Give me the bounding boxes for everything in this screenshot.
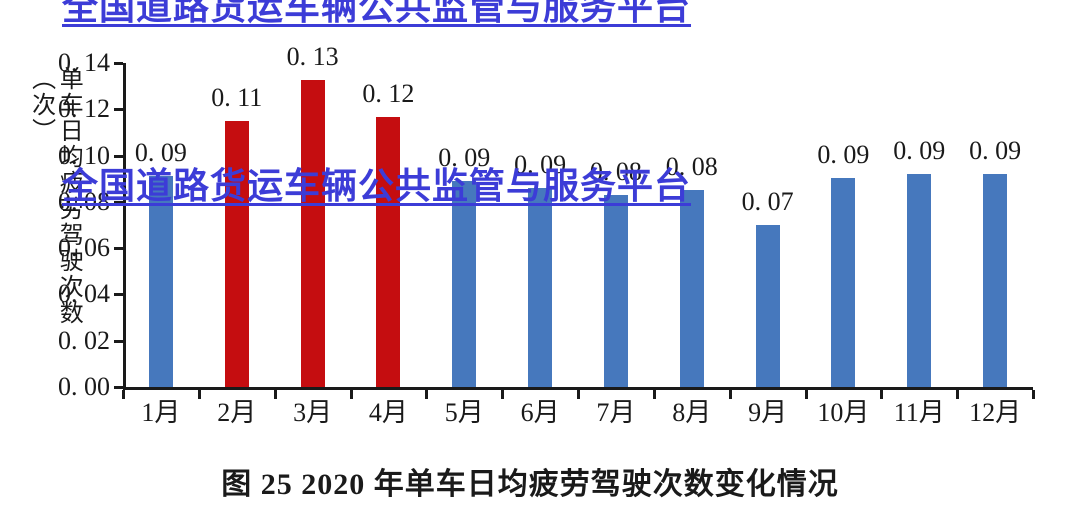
x-axis-label: 4月 xyxy=(368,398,408,427)
y-tick-mark xyxy=(114,247,123,251)
x-axis-label: 3月 xyxy=(293,398,333,427)
bar-5月 xyxy=(452,181,477,387)
y-tick-mark xyxy=(114,154,123,158)
x-tick-mark xyxy=(197,390,201,399)
x-tick-mark xyxy=(273,390,277,399)
y-tick-mark xyxy=(114,339,123,343)
x-tick-mark xyxy=(652,390,656,399)
y-tick-label: 0. 14 xyxy=(58,48,110,77)
x-axis-label: 10月 xyxy=(817,398,870,427)
x-axis-label: 9月 xyxy=(748,398,788,427)
x-axis-label: 7月 xyxy=(596,398,636,427)
x-tick-mark xyxy=(956,390,960,399)
y-tick-label: 0. 02 xyxy=(58,325,110,355)
bar-4月 xyxy=(376,117,401,387)
bar-value-label: 0. 08 xyxy=(589,156,642,186)
y-tick-label: 0. 12 xyxy=(58,94,110,124)
x-tick-mark xyxy=(425,390,429,399)
bar-value-label: 0. 09 xyxy=(893,136,946,166)
bar-3月 xyxy=(300,80,325,387)
watermark-top: 全国道路货运车辆公共监管与服务平台 xyxy=(62,0,692,27)
x-axis-label: 1月 xyxy=(141,398,181,427)
x-axis-label: 8月 xyxy=(672,398,712,427)
bar-1月 xyxy=(148,176,173,387)
y-tick-label: 0. 08 xyxy=(58,186,110,216)
x-tick-mark xyxy=(122,390,125,399)
bar-value-label: 0. 09 xyxy=(134,138,187,168)
bar-value-label: 0. 09 xyxy=(817,139,870,169)
y-tick-mark xyxy=(114,200,123,204)
y-tick-label: 0. 04 xyxy=(58,279,110,309)
bar-11月 xyxy=(907,174,932,387)
y-axis-line xyxy=(123,63,126,390)
bar-10月 xyxy=(831,177,856,387)
bar-2月 xyxy=(224,120,249,387)
y-axis-title: 单车日均疲劳驾驶次数（次） xyxy=(27,66,82,326)
bar-7月 xyxy=(603,194,628,387)
bar-6月 xyxy=(528,187,553,387)
bar-value-label: 0. 13 xyxy=(286,42,339,72)
x-axis-label: 6月 xyxy=(520,398,560,427)
x-axis-label: 2月 xyxy=(217,398,257,427)
bar-12月 xyxy=(983,174,1008,387)
x-tick-mark xyxy=(728,390,732,399)
y-tick-mark xyxy=(114,386,123,389)
bar-value-label: 0. 08 xyxy=(665,152,718,182)
y-tick-label: 0. 10 xyxy=(58,140,110,170)
bar-value-label: 0. 07 xyxy=(741,187,794,216)
x-tick-mark xyxy=(501,390,505,399)
bar-value-label: 0. 09 xyxy=(969,136,1022,166)
bar-value-label: 0. 11 xyxy=(211,82,263,112)
x-axis-label: 5月 xyxy=(444,398,484,427)
x-axis-line xyxy=(123,387,1033,390)
x-tick-mark xyxy=(349,390,353,399)
bar-8月 xyxy=(679,190,704,387)
y-tick-label: 0. 06 xyxy=(58,233,110,263)
y-tick-label: 0. 00 xyxy=(58,372,110,401)
x-tick-mark xyxy=(1032,390,1035,399)
y-tick-mark xyxy=(114,62,123,65)
x-axis-label: 12月 xyxy=(969,398,1022,427)
y-tick-mark xyxy=(114,108,123,112)
x-axis-label: 11月 xyxy=(893,398,945,427)
bar-value-label: 0. 09 xyxy=(514,149,567,179)
y-tick-mark xyxy=(114,293,123,297)
bar-value-label: 0. 12 xyxy=(362,79,415,109)
bar-value-label: 0. 09 xyxy=(438,143,491,173)
figure-caption: 图 25 2020 年单车日均疲劳驾驶次数变化情况 xyxy=(221,468,839,501)
x-tick-mark xyxy=(577,390,580,399)
x-tick-mark xyxy=(804,390,808,399)
bar-9月 xyxy=(755,225,780,387)
x-tick-mark xyxy=(880,390,884,399)
